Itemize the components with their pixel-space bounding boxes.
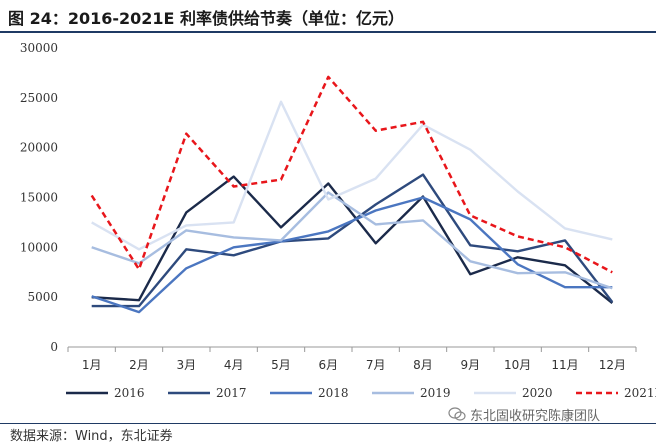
line-chart: 0 5000 10000 15000 20000 25000 30000 1月 2月 3月 4月 5… [20, 41, 656, 400]
legend-label-2019: 2019 [420, 386, 451, 400]
x-tick-label: 5月 [271, 358, 291, 372]
x-tick-label: 12月 [599, 358, 626, 372]
series-line-2017 [91, 173, 614, 308]
y-tick-label: 10000 [20, 240, 58, 254]
y-tick-label: 0 [50, 340, 58, 354]
series-line-2016 [91, 175, 614, 305]
series-line-2020 [91, 100, 613, 251]
y-tick-label: 5000 [27, 290, 58, 304]
legend-label-2016: 2016 [114, 386, 145, 400]
title-divider [0, 31, 656, 33]
y-tick-label: 30000 [20, 41, 58, 55]
data-source-note: 数据来源：Wind，东北证券 [10, 429, 173, 444]
wechat-icon [448, 407, 466, 421]
watermark: 东北固收研究陈康团队 [448, 405, 601, 424]
y-tick-label: 25000 [20, 91, 58, 105]
y-axis-tick-labels: 0 5000 10000 15000 20000 25000 30000 [20, 41, 58, 354]
y-tick-label: 20000 [20, 141, 58, 155]
legend-label-2018: 2018 [318, 386, 349, 400]
x-tick-label: 7月 [366, 358, 386, 372]
series-lines [90, 75, 614, 314]
x-tick-label: 10月 [504, 358, 531, 372]
x-tick-label: 3月 [177, 358, 197, 372]
figure-title: 图 24：2016-2021E 利率债供给节奏（单位：亿元） [8, 9, 405, 28]
series-line-2018 [91, 196, 613, 314]
title-bar: 图 24：2016-2021E 利率债供给节奏（单位：亿元） [0, 0, 656, 30]
x-tick-label: 1月 [82, 358, 102, 372]
x-tick-label: 4月 [224, 358, 244, 372]
x-tick-label: 2月 [129, 358, 149, 372]
x-tick-label: 8月 [413, 358, 433, 372]
series-line-2019 [91, 191, 613, 290]
legend: 2016 2017 2018 2019 2020 2021E [66, 386, 656, 400]
y-tick-label: 15000 [20, 191, 58, 205]
legend-label-2020: 2020 [522, 386, 553, 400]
legend-label-2017: 2017 [216, 386, 247, 400]
x-axis-tick-labels: 1月 2月 3月 4月 5月 6月 7月 8月 9月 10月 11月 12月 [67, 347, 637, 372]
x-tick-label: 9月 [461, 358, 481, 372]
legend-label-2021E: 2021E [624, 386, 656, 400]
x-tick-label: 11月 [551, 358, 578, 372]
footer-divider [0, 423, 656, 424]
watermark-text: 东北固收研究陈康团队 [470, 408, 601, 424]
x-tick-label: 6月 [319, 358, 339, 372]
